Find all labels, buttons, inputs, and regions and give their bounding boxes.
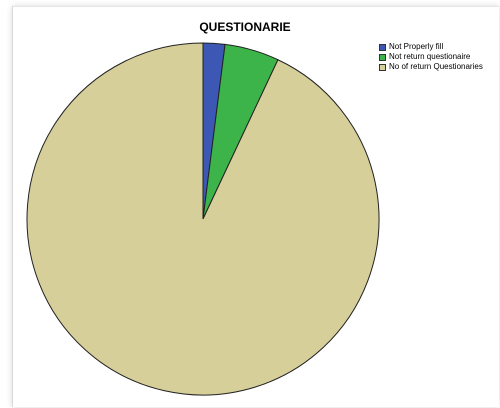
legend-item-not-properly-fill: Not Properly fill — [379, 42, 483, 52]
legend-label: Not Properly fill — [389, 42, 444, 51]
legend-label: Not return questionaire — [389, 52, 471, 61]
legend-swatch — [379, 53, 386, 61]
legend-item-no-of-return-questionaries: No of return Questionaries — [379, 62, 483, 72]
pie-slice-no-of-return-questionaries — [26, 42, 380, 396]
legend-item-not-return-questionaire: Not return questionaire — [379, 52, 483, 62]
legend-label: No of return Questionaries — [389, 62, 483, 71]
legend-swatch — [379, 63, 386, 71]
legend: Not Properly fill Not return questionair… — [379, 42, 483, 72]
chart-title: QUESTIONARIE — [199, 20, 291, 34]
legend-swatch — [379, 43, 386, 51]
